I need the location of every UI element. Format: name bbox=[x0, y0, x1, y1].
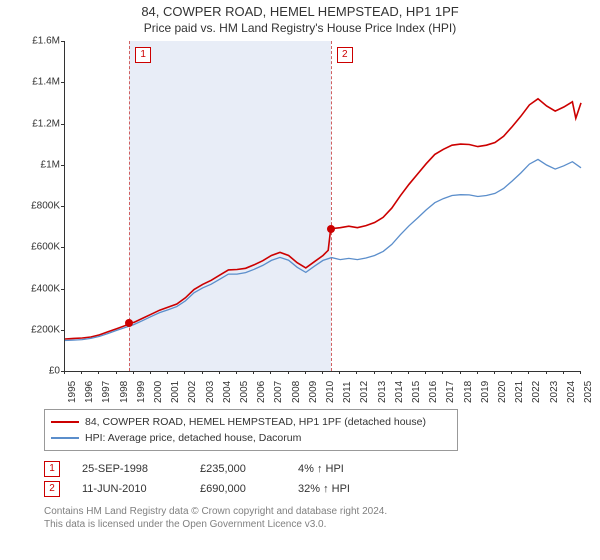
x-axis-label: 2021 bbox=[514, 381, 525, 403]
sales-table: 1 25-SEP-1998 £235,000 4% ↑ HPI 2 11-JUN-2010… bbox=[44, 459, 600, 499]
y-axis-label: £1M bbox=[20, 159, 60, 170]
arrow-up-icon: ↑ bbox=[323, 483, 329, 495]
legend-swatch bbox=[51, 437, 79, 439]
series-lines bbox=[65, 41, 581, 371]
y-axis-label: £1.6M bbox=[20, 36, 60, 47]
legend-swatch bbox=[51, 421, 79, 423]
x-axis-label: 2002 bbox=[187, 381, 198, 403]
x-axis-label: 2001 bbox=[170, 381, 181, 403]
x-axis-label: 1996 bbox=[84, 381, 95, 403]
x-axis-label: 2022 bbox=[531, 381, 542, 403]
arrow-up-icon: ↑ bbox=[317, 463, 323, 475]
page-subtitle: Price paid vs. HM Land Registry's House … bbox=[0, 19, 600, 41]
sale-marker-label: 1 bbox=[135, 47, 151, 63]
x-axis-label: 2007 bbox=[273, 381, 284, 403]
sale-marker-dot bbox=[327, 225, 335, 233]
attribution-line: This data is licensed under the Open Gov… bbox=[44, 518, 600, 531]
x-axis-label: 2020 bbox=[497, 381, 508, 403]
sale-row-marker: 1 bbox=[44, 461, 60, 477]
x-axis-label: 2019 bbox=[480, 381, 491, 403]
legend-label: HPI: Average price, detached house, Daco… bbox=[85, 430, 301, 446]
x-axis-label: 2009 bbox=[308, 381, 319, 403]
x-axis-label: 2012 bbox=[359, 381, 370, 403]
x-axis-label: 2004 bbox=[222, 381, 233, 403]
legend: 84, COWPER ROAD, HEMEL HEMPSTEAD, HP1 1P… bbox=[44, 409, 458, 451]
x-axis-label: 2011 bbox=[342, 381, 353, 403]
x-axis-label: 2025 bbox=[583, 381, 594, 403]
x-axis-label: 2014 bbox=[394, 381, 405, 403]
x-axis-label: 1997 bbox=[101, 381, 112, 403]
chart: £0£200K£400K£600K£800K£1M£1.2M£1.4M£1.6M… bbox=[20, 41, 580, 403]
sale-row-marker: 2 bbox=[44, 481, 60, 497]
attribution-line: Contains HM Land Registry data © Crown c… bbox=[44, 505, 600, 518]
series-hpi bbox=[65, 159, 581, 340]
x-axis-label: 2017 bbox=[445, 381, 456, 403]
x-axis-label: 1998 bbox=[119, 381, 130, 403]
sale-price: £690,000 bbox=[200, 479, 276, 499]
x-axis-label: 1995 bbox=[67, 381, 78, 403]
y-axis-label: £800K bbox=[20, 201, 60, 212]
plot-area: 12 bbox=[64, 41, 581, 372]
sale-row: 2 11-JUN-2010 £690,000 32% ↑ HPI bbox=[44, 479, 600, 499]
legend-item: 84, COWPER ROAD, HEMEL HEMPSTEAD, HP1 1P… bbox=[51, 414, 451, 430]
legend-label: 84, COWPER ROAD, HEMEL HEMPSTEAD, HP1 1P… bbox=[85, 414, 426, 430]
y-axis-label: £400K bbox=[20, 283, 60, 294]
x-axis-label: 2013 bbox=[377, 381, 388, 403]
sale-row: 1 25-SEP-1998 £235,000 4% ↑ HPI bbox=[44, 459, 600, 479]
x-axis-label: 2003 bbox=[205, 381, 216, 403]
x-axis-label: 2000 bbox=[153, 381, 164, 403]
series-price_paid bbox=[65, 99, 581, 339]
sale-date: 11-JUN-2010 bbox=[82, 479, 178, 499]
sale-hpi-delta: 32% ↑ HPI bbox=[298, 479, 388, 499]
x-axis-label: 2016 bbox=[428, 381, 439, 403]
sale-marker-dot bbox=[125, 319, 133, 327]
sale-hpi-delta: 4% ↑ HPI bbox=[298, 459, 388, 479]
attribution: Contains HM Land Registry data © Crown c… bbox=[44, 505, 600, 531]
x-axis-label: 2018 bbox=[463, 381, 474, 403]
x-axis-label: 2005 bbox=[239, 381, 250, 403]
x-axis-label: 2010 bbox=[325, 381, 336, 403]
sale-marker-label: 2 bbox=[337, 47, 353, 63]
x-axis-label: 2023 bbox=[549, 381, 560, 403]
sale-date: 25-SEP-1998 bbox=[82, 459, 178, 479]
y-axis-label: £1.4M bbox=[20, 77, 60, 88]
sale-price: £235,000 bbox=[200, 459, 276, 479]
y-axis-label: £0 bbox=[20, 366, 60, 377]
y-axis-label: £1.2M bbox=[20, 118, 60, 129]
x-axis-label: 2008 bbox=[291, 381, 302, 403]
x-axis-label: 2006 bbox=[256, 381, 267, 403]
x-axis-label: 2024 bbox=[566, 381, 577, 403]
y-axis-label: £200K bbox=[20, 324, 60, 335]
page-title: 84, COWPER ROAD, HEMEL HEMPSTEAD, HP1 1P… bbox=[0, 0, 600, 19]
x-axis-label: 1999 bbox=[136, 381, 147, 403]
legend-item: HPI: Average price, detached house, Daco… bbox=[51, 430, 451, 446]
x-axis-label: 2015 bbox=[411, 381, 422, 403]
y-axis-label: £600K bbox=[20, 242, 60, 253]
